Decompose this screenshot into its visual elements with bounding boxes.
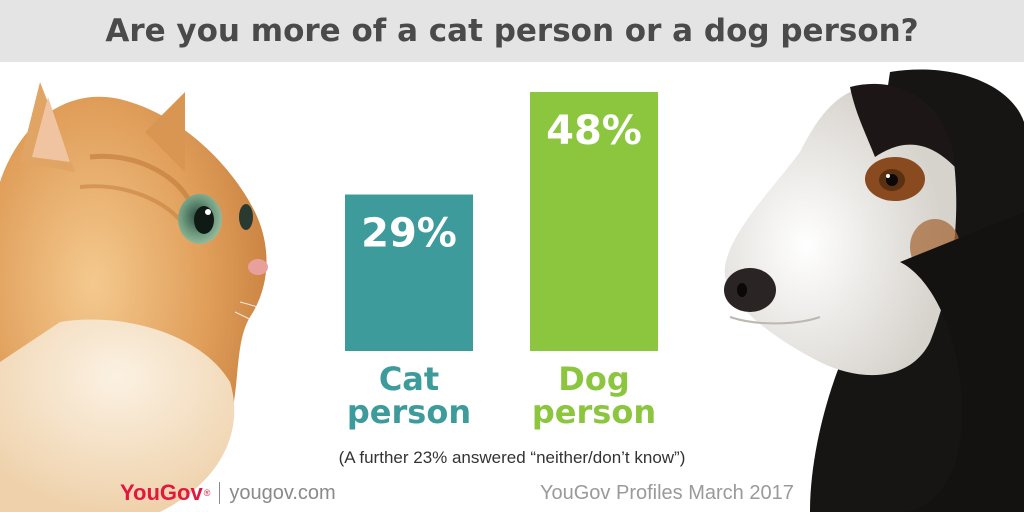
bar-cat <box>345 194 473 351</box>
chart-title: Are you more of a cat person or a dog pe… <box>105 13 919 49</box>
source-note: YouGov Profiles March 2017 <box>540 482 794 504</box>
dog-photo <box>724 69 1024 512</box>
footer-divider <box>219 482 221 504</box>
category-label-cat-line2: person <box>347 393 471 431</box>
footnote: (A further 23% answered “neither/don’t k… <box>338 448 686 467</box>
category-label-cat-line1: Cat <box>379 360 439 398</box>
category-label-dog-line2: person <box>532 393 656 431</box>
cat-photo <box>0 82 300 512</box>
title-band <box>0 0 1024 62</box>
bar-dog <box>530 92 658 351</box>
category-label-dog-line1: Dog <box>558 360 629 398</box>
footer-branding: YouGov ® yougov.com <box>120 480 336 506</box>
value-label-cat: 29% <box>361 211 457 257</box>
footer-site[interactable]: yougov.com <box>229 481 336 504</box>
registered-mark-icon: ® <box>203 488 211 498</box>
value-label-dog: 48% <box>546 108 642 154</box>
yougov-logo: YouGov <box>120 480 203 505</box>
